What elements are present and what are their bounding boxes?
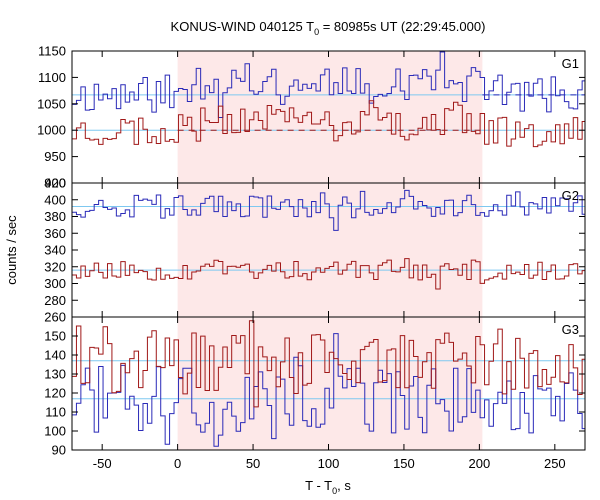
x-tick-label: 250 [544, 456, 566, 471]
x-tick-label: 0 [174, 456, 181, 471]
x-axis-label: T - T0, s [305, 478, 351, 496]
chart-title: KONUS-WIND 040125 T0 = 80985s UT (22:29:… [171, 19, 486, 37]
y-tick-label: 1050 [37, 96, 66, 111]
y-tick-label: 130 [44, 367, 66, 382]
series-g2-red [72, 258, 585, 290]
y-tick-label: 300 [44, 276, 66, 291]
x-tick-label: 100 [318, 456, 340, 471]
title-subscript: 0 [314, 27, 319, 37]
series-g3-red [72, 320, 585, 408]
y-tick-label: 400 [44, 192, 66, 207]
y-tick-label: 140 [44, 348, 66, 363]
series-g2-blue [72, 189, 585, 231]
y-tick-label: 900 [44, 176, 66, 191]
panel-label: G1 [562, 56, 579, 71]
y-tick-label: 1000 [37, 123, 66, 138]
y-tick-label: 260 [44, 310, 66, 325]
y-tick-label: 340 [44, 243, 66, 258]
panel-label: G2 [562, 188, 579, 203]
x-tick-label: -50 [93, 456, 112, 471]
y-tick-label: 360 [44, 226, 66, 241]
y-axis-label: counts / sec [4, 215, 19, 285]
y-tick-label: 100 [44, 424, 66, 439]
burst-interval-shade [177, 51, 483, 183]
y-tick-label: 320 [44, 259, 66, 274]
y-tick-label: 1150 [38, 44, 66, 59]
series-g1-red [72, 100, 585, 148]
y-tick-label: 1100 [38, 70, 66, 85]
y-tick-label: 950 [44, 149, 66, 164]
burst-interval-shade [177, 317, 483, 450]
y-tick-label: 90 [52, 443, 66, 458]
burst-interval-shade [177, 183, 483, 317]
y-tick-label: 150 [44, 329, 66, 344]
y-tick-label: 280 [44, 293, 66, 308]
x-tick-label: 50 [246, 456, 260, 471]
panel-g1: 900 950 1000 1050 1100 1150 G1 [37, 44, 586, 191]
y-tick-label: 110 [45, 405, 66, 420]
panel-g3: 90 100 110 120 130 140 150 G3 [44, 316, 586, 458]
y-tick-label: 420 [44, 176, 66, 191]
x-tick-label: 150 [393, 456, 415, 471]
panels-group: 9009501000105011001150G12602803003203403… [37, 44, 586, 471]
y-tick-label: 380 [44, 209, 66, 224]
series-g1-blue [72, 51, 585, 118]
x-tick-label: 200 [469, 456, 491, 471]
panel-label: G3 [562, 322, 579, 337]
y-tick-label: 120 [44, 386, 66, 401]
xlabel-subscript: 0 [332, 486, 337, 496]
